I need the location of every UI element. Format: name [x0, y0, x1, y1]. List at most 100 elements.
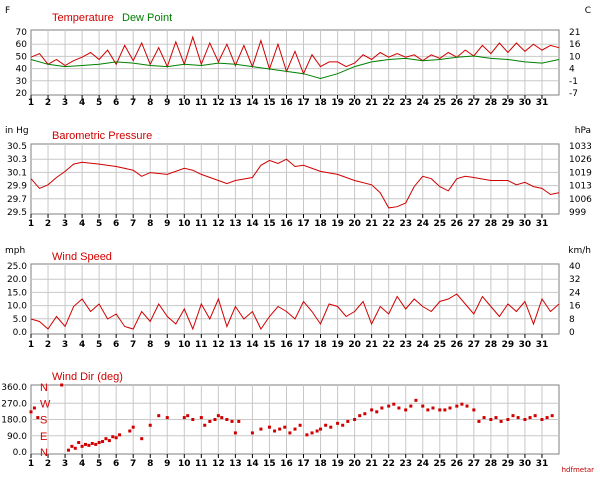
- x-tick-label: 25: [434, 459, 447, 469]
- x-tick-label: 26: [451, 98, 464, 108]
- chart-title: Barometric Pressure: [52, 130, 152, 142]
- series-line: [30, 293, 560, 331]
- x-tick-label: 28: [485, 98, 498, 108]
- x-tick-label: 28: [485, 219, 498, 229]
- y-right-tick-label: 40: [569, 262, 581, 272]
- y-tick-label: 10.0: [7, 302, 27, 312]
- x-tick-label: 20: [348, 340, 361, 350]
- data-point: [288, 431, 292, 435]
- right-unit: C: [585, 6, 591, 16]
- data-point: [250, 431, 254, 435]
- data-point: [421, 404, 425, 408]
- data-point: [404, 408, 408, 412]
- data-point: [267, 425, 271, 429]
- data-point: [94, 442, 98, 446]
- x-tick-label: 9: [164, 219, 170, 229]
- wind-speed-panel: 1 2 3 4 5 6 7 8 9 10 11 12 13 14 15 16 17 18 19 20 21 22 23 24 2…: [5, 246, 591, 350]
- data-point: [448, 406, 452, 410]
- x-tick-label: 5: [96, 340, 102, 350]
- x-tick-label: 30: [519, 98, 532, 108]
- x-tick-label: 26: [451, 459, 464, 469]
- x-tick-label: 9: [164, 340, 170, 350]
- x-tick-label: 20: [348, 98, 361, 108]
- data-point: [511, 414, 515, 418]
- y-right-tick-label: 24: [569, 288, 581, 298]
- y-tick-label: 29.5: [7, 208, 27, 218]
- data-point: [73, 446, 77, 450]
- data-point: [319, 427, 323, 431]
- data-point: [283, 425, 287, 429]
- x-tick-label: 13: [229, 340, 242, 350]
- x-tick-label: 1: [28, 98, 34, 108]
- x-tick-label: 28: [485, 340, 498, 350]
- y-tick-label: 90.0: [7, 432, 27, 442]
- x-tick-label: 12: [212, 459, 225, 469]
- x-tick-label: 14: [246, 219, 259, 229]
- x-tick-label: 8: [147, 340, 153, 350]
- y-tick-label: 0.0: [13, 448, 28, 458]
- left-unit: in Hg: [5, 126, 29, 136]
- x-tick-label: 9: [164, 98, 170, 108]
- y-right-tick-label: 1013: [569, 182, 592, 192]
- x-tick-label: 20: [348, 459, 361, 469]
- x-tick-label: 13: [229, 98, 242, 108]
- chart-title: Wind Dir (deg): [52, 371, 123, 383]
- x-tick-label: 11: [195, 219, 208, 229]
- data-point: [90, 441, 94, 445]
- compass-label: N: [40, 447, 48, 459]
- data-point: [208, 419, 212, 423]
- data-point: [550, 414, 554, 418]
- compass-label: W: [40, 398, 51, 410]
- y-right-tick-label: -1: [569, 77, 578, 87]
- x-tick-label: 20: [348, 219, 361, 229]
- y-right-tick-label: 999: [569, 208, 586, 218]
- y-tick-label: 40: [16, 65, 28, 75]
- data-point: [414, 398, 418, 402]
- x-tick-label: 24: [416, 459, 429, 469]
- x-tick-label: 29: [502, 98, 515, 108]
- data-point: [315, 429, 319, 433]
- x-tick-label: 23: [399, 98, 412, 108]
- data-point: [157, 414, 161, 418]
- y-right-tick-label: 0: [569, 328, 575, 338]
- x-tick-label: 10: [178, 219, 191, 229]
- x-tick-label: 6: [113, 219, 119, 229]
- y-tick-label: 5.0: [13, 315, 28, 325]
- x-tick-label: 8: [147, 98, 153, 108]
- y-right-tick-label: 16: [569, 302, 581, 312]
- x-tick-label: 5: [96, 219, 102, 229]
- x-tick-label: 16: [280, 459, 293, 469]
- x-tick-label: 4: [79, 219, 85, 229]
- compass-label: S: [40, 415, 47, 427]
- footer-label: hdfmetar: [562, 466, 595, 474]
- y-tick-label: 20: [16, 89, 28, 99]
- y-tick-label: 180.0: [1, 416, 27, 426]
- x-tick-label: 2: [45, 340, 51, 350]
- data-point: [465, 404, 469, 408]
- data-point: [216, 414, 220, 418]
- y-right-tick-label: 4: [569, 65, 575, 75]
- data-point: [341, 423, 345, 427]
- x-tick-label: 2: [45, 98, 51, 108]
- x-tick-label: 27: [468, 219, 481, 229]
- x-tick-label: 3: [62, 459, 68, 469]
- data-point: [32, 406, 36, 410]
- data-point: [523, 418, 527, 421]
- x-tick-label: 7: [130, 219, 136, 229]
- series-line: [30, 35, 560, 76]
- x-tick-label: 6: [113, 340, 119, 350]
- y-tick-label: 29.9: [7, 182, 27, 192]
- x-tick-label: 10: [178, 340, 191, 350]
- x-tick-label: 17: [297, 340, 310, 350]
- data-point: [443, 408, 447, 412]
- x-tick-label: 5: [96, 98, 102, 108]
- x-tick-label: 17: [297, 219, 310, 229]
- x-tick-label: 4: [79, 459, 85, 469]
- x-tick-label: 22: [382, 219, 395, 229]
- x-tick-label: 18: [314, 219, 327, 229]
- x-tick-label: 27: [468, 340, 481, 350]
- x-tick-label: 14: [246, 98, 259, 108]
- data-point: [77, 441, 81, 444]
- y-tick-label: 0.0: [13, 328, 28, 338]
- x-tick-label: 6: [113, 98, 119, 108]
